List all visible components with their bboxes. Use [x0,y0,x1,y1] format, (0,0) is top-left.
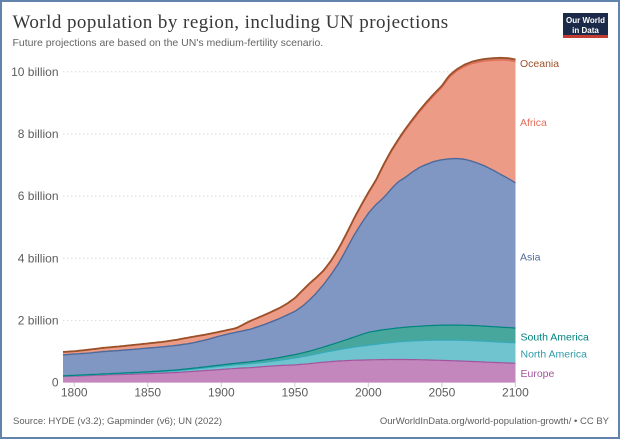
svg-text:2100: 2100 [502,386,529,400]
svg-text:2 billion: 2 billion [18,313,59,327]
svg-text:Africa: Africa [520,117,547,129]
svg-text:North America: North America [521,348,588,360]
svg-text:Asia: Asia [520,252,541,264]
svg-text:0: 0 [52,376,59,390]
svg-text:Oceania: Oceania [520,58,559,70]
svg-text:1900: 1900 [208,386,235,400]
svg-text:Europe: Europe [521,368,555,380]
svg-text:4 billion: 4 billion [18,251,59,265]
svg-text:1950: 1950 [281,386,308,400]
svg-text:South America: South America [521,332,589,344]
svg-text:10 billion: 10 billion [11,65,58,79]
svg-text:8 billion: 8 billion [18,127,59,141]
svg-text:1850: 1850 [134,386,161,400]
svg-text:2050: 2050 [429,386,456,400]
svg-text:1800: 1800 [61,386,88,400]
svg-text:2000: 2000 [355,386,382,400]
svg-text:6 billion: 6 billion [18,189,59,203]
